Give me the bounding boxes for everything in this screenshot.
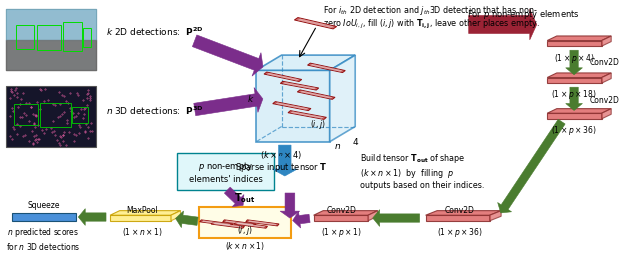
Text: Build tensor $\mathbf{T}_{\mathbf{out}}$ of shape
$(k \times n \times 1)$  by  f: Build tensor $\mathbf{T}_{\mathbf{out}}$…: [360, 151, 484, 189]
Polygon shape: [602, 74, 611, 84]
Polygon shape: [547, 78, 602, 84]
FancyBboxPatch shape: [177, 153, 274, 190]
Text: $n$ 3D detections:  $\mathbf{P}^{\mathbf{3D}}$: $n$ 3D detections: $\mathbf{P}^{\mathbf{…: [106, 104, 203, 117]
Text: $\mathbf{T}_{\mathbf{out}}$: $\mathbf{T}_{\mathbf{out}}$: [234, 191, 255, 204]
Polygon shape: [547, 37, 611, 41]
Text: $4$: $4$: [352, 135, 359, 146]
Text: For $i_{th}$ 2D detection and $j_{th}$3D detection that has non-: For $i_{th}$ 2D detection and $j_{th}$3D…: [323, 4, 538, 17]
Polygon shape: [547, 41, 602, 47]
Text: $(i, j)$: $(i, j)$: [237, 224, 253, 236]
Polygon shape: [211, 222, 244, 228]
Text: $k$ 2D detections:  $\mathbf{P}^{\mathbf{2D}}$: $k$ 2D detections: $\mathbf{P}^{\mathbf{…: [106, 26, 204, 38]
Polygon shape: [426, 211, 501, 215]
Text: $(1 \times p \times 4)$: $(1 \times p \times 4)$: [554, 51, 595, 64]
Polygon shape: [234, 222, 268, 228]
Text: Sparse input tensor $\mathbf{T}$: Sparse input tensor $\mathbf{T}$: [236, 160, 328, 173]
Polygon shape: [110, 215, 171, 221]
Polygon shape: [246, 220, 279, 226]
Text: $(1 \times p \times 1)$: $(1 \times p \times 1)$: [321, 226, 362, 239]
Polygon shape: [314, 215, 368, 221]
Polygon shape: [264, 73, 301, 82]
Polygon shape: [547, 74, 611, 78]
Polygon shape: [294, 19, 337, 30]
Text: Conv2D: Conv2D: [590, 95, 620, 104]
Polygon shape: [368, 211, 378, 221]
Text: $n$: $n$: [334, 142, 342, 151]
Text: For $p$ non-empty elements: For $p$ non-empty elements: [467, 8, 580, 20]
Polygon shape: [426, 215, 490, 221]
Polygon shape: [171, 211, 180, 221]
Polygon shape: [256, 56, 355, 71]
Text: $(1 \times p \times 36)$: $(1 \times p \times 36)$: [437, 226, 482, 239]
FancyBboxPatch shape: [6, 10, 96, 71]
Polygon shape: [602, 37, 611, 47]
Polygon shape: [256, 71, 330, 142]
Text: $n$ predicted scores
for $n$ 3D detections: $n$ predicted scores for $n$ 3D detectio…: [6, 226, 81, 251]
FancyBboxPatch shape: [199, 207, 291, 239]
Text: Conv2D: Conv2D: [445, 205, 474, 214]
Polygon shape: [200, 220, 233, 226]
Polygon shape: [602, 109, 611, 119]
Polygon shape: [490, 211, 501, 221]
FancyBboxPatch shape: [6, 86, 96, 147]
Text: $(1 \times n \times 1)$: $(1 \times n \times 1)$: [122, 226, 163, 237]
Text: $(k \times \overset{n}{}\times 4)$: $(k \times \overset{n}{}\times 4)$: [260, 149, 303, 161]
Polygon shape: [308, 64, 345, 73]
Text: Conv2D: Conv2D: [326, 205, 356, 214]
Text: $(1 \times p \times 18)$: $(1 \times p \times 18)$: [552, 88, 596, 101]
Text: MaxPool: MaxPool: [126, 205, 158, 214]
Polygon shape: [547, 109, 611, 114]
Polygon shape: [288, 111, 326, 120]
Polygon shape: [298, 90, 335, 100]
Text: Conv2D: Conv2D: [590, 58, 620, 67]
Text: zero $IoU_{i,j}$, fill $(i,j)$ with $\mathbf{T}_{\mathbf{i,j}}$, leave other pla: zero $IoU_{i,j}$, fill $(i,j)$ with $\ma…: [323, 18, 540, 31]
Text: $k$: $k$: [246, 92, 254, 103]
Text: $(1 \times p \times 36)$: $(1 \times p \times 36)$: [552, 124, 596, 137]
Polygon shape: [110, 211, 180, 215]
Polygon shape: [273, 102, 311, 111]
Text: $(i, j)$: $(i, j)$: [310, 118, 326, 131]
FancyBboxPatch shape: [12, 214, 76, 221]
Polygon shape: [547, 114, 602, 119]
Text: $p$ non-empty
elements' indices: $p$ non-empty elements' indices: [189, 160, 262, 183]
Polygon shape: [314, 211, 378, 215]
Text: $(k \times n \times 1)$: $(k \times n \times 1)$: [225, 239, 265, 251]
Polygon shape: [280, 82, 319, 91]
Text: Squeeze: Squeeze: [28, 201, 60, 210]
Polygon shape: [223, 220, 256, 226]
Polygon shape: [330, 56, 355, 142]
